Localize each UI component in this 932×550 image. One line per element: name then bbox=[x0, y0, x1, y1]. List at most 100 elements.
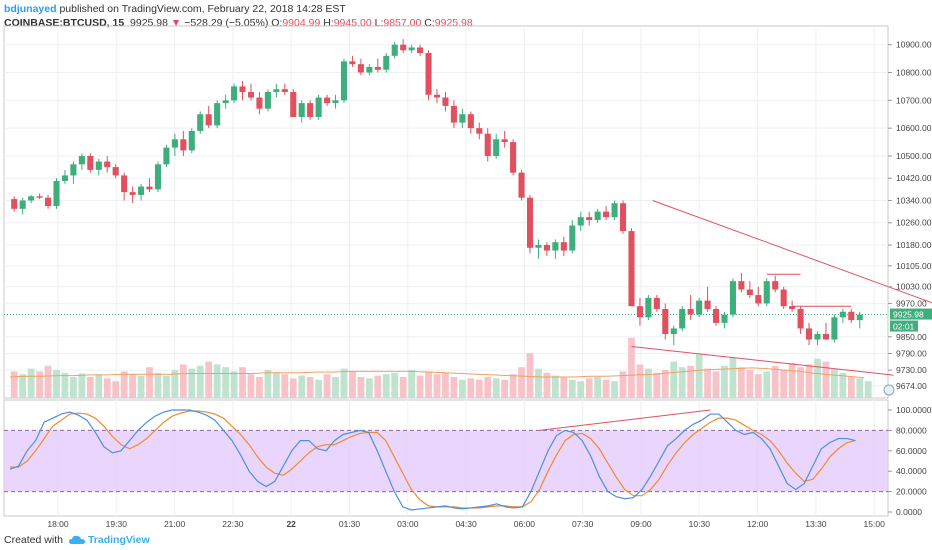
candle-body bbox=[543, 244, 550, 251]
candle-body bbox=[383, 55, 390, 70]
candle-body bbox=[11, 199, 18, 209]
price-tick-label: 9970.00 bbox=[896, 298, 927, 308]
volume-bar bbox=[27, 368, 35, 398]
volume-bar bbox=[661, 370, 669, 398]
candle-body bbox=[129, 192, 136, 195]
price-tick-label: 10030.00 bbox=[896, 282, 932, 292]
volume-bar bbox=[70, 377, 77, 398]
candle-body bbox=[163, 147, 170, 165]
volume-bar bbox=[636, 364, 644, 398]
volume-bar bbox=[10, 371, 18, 398]
price-tick-label: 10700.00 bbox=[896, 95, 932, 105]
candle-body bbox=[746, 289, 753, 296]
candle-body bbox=[171, 139, 178, 148]
candle-body bbox=[332, 100, 339, 104]
volume-bar bbox=[805, 364, 813, 398]
volume-bar bbox=[695, 354, 703, 398]
candle-body bbox=[374, 66, 381, 70]
volume-bar bbox=[847, 377, 855, 398]
price-pane-frame bbox=[3, 25, 889, 399]
author-link[interactable]: bdjunayed bbox=[4, 3, 57, 15]
volume-bar bbox=[442, 372, 449, 398]
low-label: L: bbox=[374, 17, 384, 29]
candle-body bbox=[636, 306, 643, 318]
candle-body bbox=[856, 314, 863, 321]
volume-bar bbox=[154, 372, 162, 398]
volume-bar bbox=[281, 374, 289, 398]
candle-body bbox=[19, 200, 26, 209]
oscillator-tick-label: 80.0000 bbox=[896, 425, 927, 435]
candle-body bbox=[789, 306, 796, 309]
candle-body bbox=[805, 328, 813, 340]
volume-bar bbox=[822, 361, 830, 398]
candle-body bbox=[433, 94, 441, 98]
time-tick-label: 12:00 bbox=[747, 519, 769, 529]
volume-bar bbox=[450, 377, 458, 398]
candle-body bbox=[222, 100, 229, 104]
candle-body bbox=[518, 172, 525, 198]
price-tick-label: 10180.00 bbox=[896, 240, 932, 250]
volume-bar bbox=[543, 372, 551, 398]
tradingview-logo[interactable]: TradingView bbox=[68, 534, 150, 546]
candle-body bbox=[104, 161, 111, 168]
volume-bar bbox=[205, 361, 213, 398]
candle-body bbox=[577, 217, 584, 226]
volume-bar bbox=[458, 379, 466, 398]
published-text: published on TradingView.com, February 2… bbox=[59, 3, 346, 15]
candle-body bbox=[712, 308, 720, 323]
volume-bar bbox=[746, 370, 754, 398]
volume-bar bbox=[272, 372, 280, 398]
price-tick-label: 10500.00 bbox=[896, 151, 932, 161]
candle-body bbox=[45, 197, 52, 207]
candle-body bbox=[619, 203, 627, 232]
candle-body bbox=[467, 114, 474, 129]
time-tick-label: 01:30 bbox=[339, 519, 361, 529]
candle-body bbox=[755, 295, 762, 304]
volume-bar bbox=[619, 371, 627, 398]
volume-bar bbox=[780, 370, 788, 398]
volume-bar bbox=[264, 370, 272, 398]
time-tick-label: 06:00 bbox=[514, 519, 536, 529]
volume-bar bbox=[256, 377, 263, 398]
current-price-text: 9925.98 bbox=[893, 310, 924, 320]
volume-bar bbox=[213, 364, 221, 398]
oscillator-tick-label: 0.0000 bbox=[896, 507, 922, 517]
volume-bar bbox=[763, 371, 771, 398]
volume-bar bbox=[721, 365, 728, 398]
volume-moving-average-line bbox=[9, 367, 865, 379]
volume-bar bbox=[19, 374, 27, 398]
candle-body bbox=[603, 211, 610, 218]
candle-body bbox=[569, 225, 576, 251]
candle-body bbox=[349, 61, 356, 65]
candle-body bbox=[628, 231, 635, 307]
volume-bar bbox=[577, 381, 585, 398]
candle-body bbox=[510, 142, 517, 173]
volume-bar bbox=[738, 367, 745, 398]
candle-body bbox=[357, 64, 364, 73]
volume-bar bbox=[467, 378, 475, 398]
volume-bar bbox=[53, 370, 60, 398]
time-tick-label: 09:00 bbox=[630, 519, 652, 529]
volume-bar bbox=[230, 371, 238, 398]
candle-body bbox=[146, 186, 153, 190]
candle-body bbox=[61, 175, 69, 182]
candle-body bbox=[214, 103, 221, 126]
volume-bar bbox=[501, 379, 509, 398]
volume-bar bbox=[86, 377, 94, 398]
time-tick-label: 21:00 bbox=[164, 519, 186, 529]
candle-body bbox=[653, 297, 660, 309]
candle-body bbox=[340, 61, 348, 101]
volume-bar bbox=[357, 377, 365, 398]
candle-body bbox=[417, 47, 424, 54]
candle-body bbox=[138, 186, 145, 195]
candle-body bbox=[526, 197, 534, 248]
candle-body bbox=[188, 130, 195, 151]
oscillator-tick-label: 100.0000 bbox=[896, 405, 932, 415]
candle-body bbox=[205, 114, 212, 126]
volume-bar bbox=[382, 374, 390, 398]
volume-bar bbox=[628, 337, 635, 398]
volume-bar bbox=[678, 367, 686, 398]
candle-body bbox=[721, 314, 728, 323]
candle-body bbox=[273, 89, 280, 92]
